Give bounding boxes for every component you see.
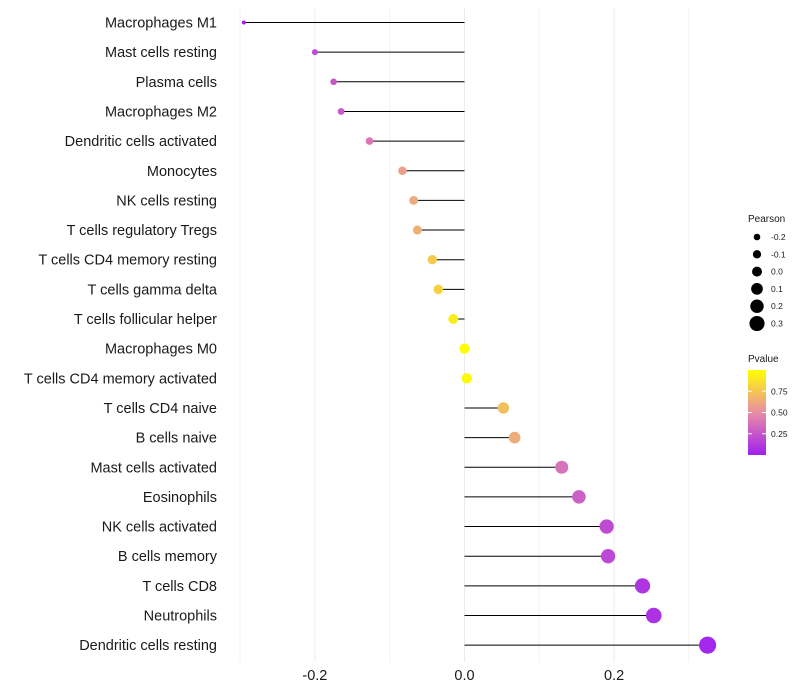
data-point [634,578,651,594]
category-label: Mast cells activated [90,460,217,476]
category-label: Macrophages M0 [105,342,217,358]
category-label: Monocytes [147,164,217,180]
category-label: T cells CD4 memory resting [38,253,217,269]
data-point [572,490,586,504]
category-label: B cells naive [136,431,217,447]
category-labels: Macrophages M1 Mast cells resting Plasma c… [24,16,218,655]
category-label: T cells regulatory Tregs [67,223,217,239]
category-label: T cells CD4 naive [104,401,217,417]
dot-layer [241,20,717,654]
data-point [461,373,472,384]
category-label: T cells CD4 memory activated [24,371,217,387]
pearson-legend: Pearson -0.2 -0.1 0.0 0.1 0.2 0.3 [748,214,786,332]
category-label: Eosinophils [143,490,217,506]
category-label: T cells CD8 [142,579,217,595]
pearson-legend-title: Pearson [748,214,785,225]
data-point [433,284,444,295]
pearson-legend-label: -0.1 [771,249,786,259]
data-point [365,137,374,145]
category-label: NK cells activated [102,520,217,536]
category-label: Macrophages M2 [105,104,217,120]
category-label: Neutrophils [144,609,217,625]
pvalue-legend: Pvalue 0.75 0.50 0.25 [748,354,788,455]
x-tick-label: -0.2 [302,668,327,684]
x-tick-label: 0.2 [604,668,624,684]
data-point [241,20,246,25]
data-point [600,549,616,564]
pearson-legend-key [751,283,763,295]
data-point [645,607,662,624]
category-label: T cells gamma delta [88,282,218,298]
category-label: B cells memory [118,549,218,565]
data-point [427,255,438,265]
data-point [337,108,345,115]
data-point [555,460,569,474]
data-point [459,343,470,354]
pvalue-legend-label: 0.75 [771,386,788,396]
pvalue-legend-label: 0.50 [771,408,788,418]
data-point [448,314,459,324]
data-point [699,636,717,654]
category-label: T cells follicular helper [74,312,217,328]
pearson-legend-key [753,233,761,241]
pearson-legend-key [750,299,764,313]
data-point [409,195,419,205]
data-point [599,519,614,534]
pvalue-legend-title: Pvalue [748,354,779,365]
pearson-legend-key [749,315,765,332]
category-label: Dendritic cells resting [79,638,217,654]
category-label: NK cells resting [116,193,217,209]
x-tick-label: 0.0 [454,668,474,684]
pvalue-colorbar [748,370,766,455]
pearson-legend-label: 0.1 [771,284,783,294]
category-label: Mast cells resting [105,45,217,61]
pvalue-legend-label: 0.25 [771,429,788,439]
pearson-legend-label: 0.0 [771,267,783,277]
category-label: Plasma cells [136,75,217,91]
category-label: Dendritic cells activated [65,134,217,150]
data-point [330,78,337,86]
pearson-legend-key [752,250,762,259]
pearson-legend-label: 0.2 [771,301,783,311]
data-point [497,402,510,414]
data-point [311,49,318,56]
data-point [508,431,521,444]
pearson-legend-label: 0.3 [771,319,783,329]
data-point [412,225,422,235]
stem-layer [243,22,708,646]
pearson-legend-key [752,266,762,277]
pearson-legend-label: -0.2 [771,232,786,242]
grid-layer [239,8,690,662]
category-label: Macrophages M1 [105,16,217,32]
data-point [398,166,407,176]
x-axis-ticks: -0.2 0.0 0.2 [302,668,624,684]
